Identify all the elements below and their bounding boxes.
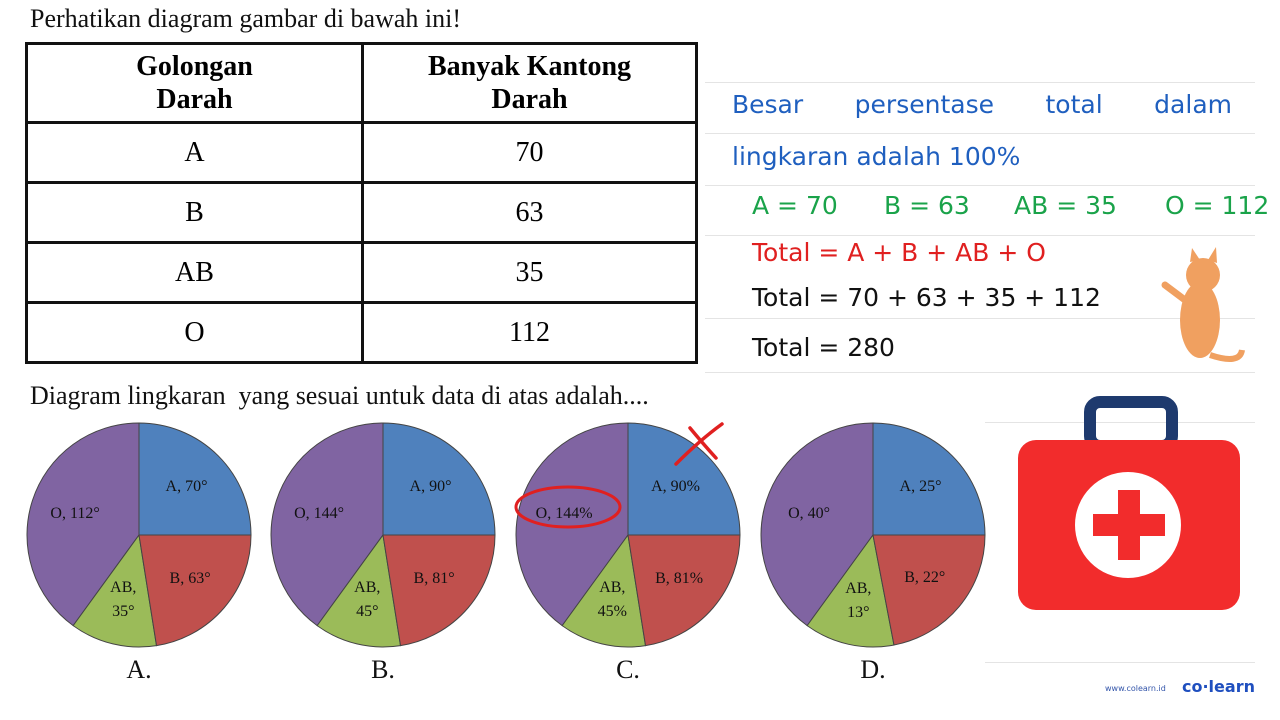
- cell: B: [25, 181, 364, 244]
- cell: AB: [25, 241, 364, 304]
- option-letter: D.: [860, 655, 886, 684]
- pie-slice: [138, 422, 252, 536]
- note-formula: Total = A + B + AB + O: [752, 238, 1046, 267]
- slice-label: AB, 35°: [110, 579, 137, 621]
- slice-label: AB, 45%: [597, 579, 627, 621]
- option-letter: C.: [616, 655, 640, 684]
- cat-body: [1180, 282, 1220, 358]
- slice-label: B, 81%: [655, 569, 704, 587]
- cell: A: [25, 121, 364, 184]
- table-header: Golongan Darah Banyak Kantong Darah: [25, 42, 698, 124]
- prompt-text: Diagram lingkaran yang sesuai untuk data…: [30, 381, 649, 410]
- ruled-line: [705, 133, 1255, 134]
- pie-slice: [72, 533, 158, 648]
- footer-brand: co·learn: [1182, 677, 1255, 696]
- note-substitution: Total = 70 + 63 + 35 + 112: [752, 283, 1101, 312]
- pie-slice: [26, 422, 140, 627]
- note-line: lingkaran adalah 100%: [732, 142, 1021, 171]
- slice-label: O, 144°: [294, 505, 345, 523]
- cat-illustration: [1161, 247, 1245, 362]
- slice-label: B, 22°: [904, 568, 946, 586]
- slice-label: O, 40°: [788, 505, 831, 523]
- pie-slice: [806, 533, 895, 648]
- ruled-line: [705, 318, 1255, 319]
- ruled-line: [705, 235, 1255, 236]
- cell: 70: [361, 121, 698, 184]
- pie-slice: [382, 534, 496, 647]
- cell: O: [25, 301, 364, 364]
- option-letter: A.: [126, 655, 152, 684]
- pie-slice: [270, 422, 384, 627]
- pie-slice: [872, 422, 986, 536]
- cell: 63: [361, 181, 698, 244]
- ruled-line: [705, 82, 1255, 83]
- cat-paw: [1161, 281, 1189, 304]
- header-text: Golongan Darah: [136, 51, 253, 115]
- red-x-mark: [674, 422, 724, 466]
- pie-slice: [760, 422, 874, 627]
- slice-label: O, 112°: [50, 505, 100, 523]
- header-text: Banyak Kantong Darah: [427, 51, 632, 115]
- note-value: O = 112: [1165, 191, 1270, 220]
- kit-cross: [1093, 514, 1165, 536]
- ruled-line: [985, 662, 1255, 663]
- table-row: O 112: [25, 301, 698, 364]
- slice-label: A, 25°: [899, 478, 942, 496]
- intro-text: Perhatikan diagram gambar di bawah ini!: [30, 4, 462, 33]
- header-cell: Golongan Darah: [25, 42, 364, 124]
- note-result: Total = 280: [752, 333, 895, 362]
- cat-ears: [1190, 247, 1217, 263]
- pie-slice: [872, 534, 986, 646]
- cell: 112: [361, 301, 698, 364]
- table-row: AB 35: [25, 241, 698, 304]
- note-value: B = 63: [884, 191, 970, 220]
- pie-slice: [316, 533, 402, 648]
- pie-slice: [515, 422, 629, 627]
- red-circle-mark: [514, 485, 622, 529]
- note-value: A = 70: [752, 191, 838, 220]
- slice-label: A, 70°: [165, 478, 208, 496]
- slice-label: A, 90%: [651, 478, 700, 496]
- slice-label: B, 81°: [413, 569, 455, 587]
- note-line: Besar persentase total dalam: [732, 90, 1232, 119]
- slice-label: A, 90°: [409, 478, 452, 496]
- footer-url: www.colearn.id: [1105, 684, 1166, 693]
- header-cell: Banyak Kantong Darah: [361, 42, 698, 124]
- cell: 35: [361, 241, 698, 304]
- first-aid-kit: [1018, 396, 1240, 610]
- slice-label: AB, 13°: [845, 579, 872, 621]
- kit-handle: [1084, 396, 1178, 452]
- ruled-line: [705, 372, 1255, 373]
- pie-slice: [627, 422, 741, 536]
- table-row: A 70: [25, 121, 698, 184]
- slice-label: AB, 45°: [354, 579, 381, 621]
- note-value: AB = 35: [1014, 191, 1117, 220]
- pie-slice: [627, 534, 741, 647]
- ruled-line: [705, 185, 1255, 186]
- slice-label: O, 144%: [535, 505, 593, 523]
- cat-tail: [1209, 349, 1245, 362]
- pie-slice: [138, 534, 252, 647]
- pie-slice: [382, 422, 496, 536]
- option-letter: B.: [371, 655, 395, 684]
- table-row: B 63: [25, 181, 698, 244]
- data-table: Golongan Darah Banyak Kantong Darah A 70 …: [25, 42, 698, 364]
- cat-head: [1186, 258, 1220, 292]
- slice-label: B, 63°: [169, 569, 211, 587]
- pie-slice: [561, 533, 647, 648]
- ruled-line: [985, 422, 1255, 423]
